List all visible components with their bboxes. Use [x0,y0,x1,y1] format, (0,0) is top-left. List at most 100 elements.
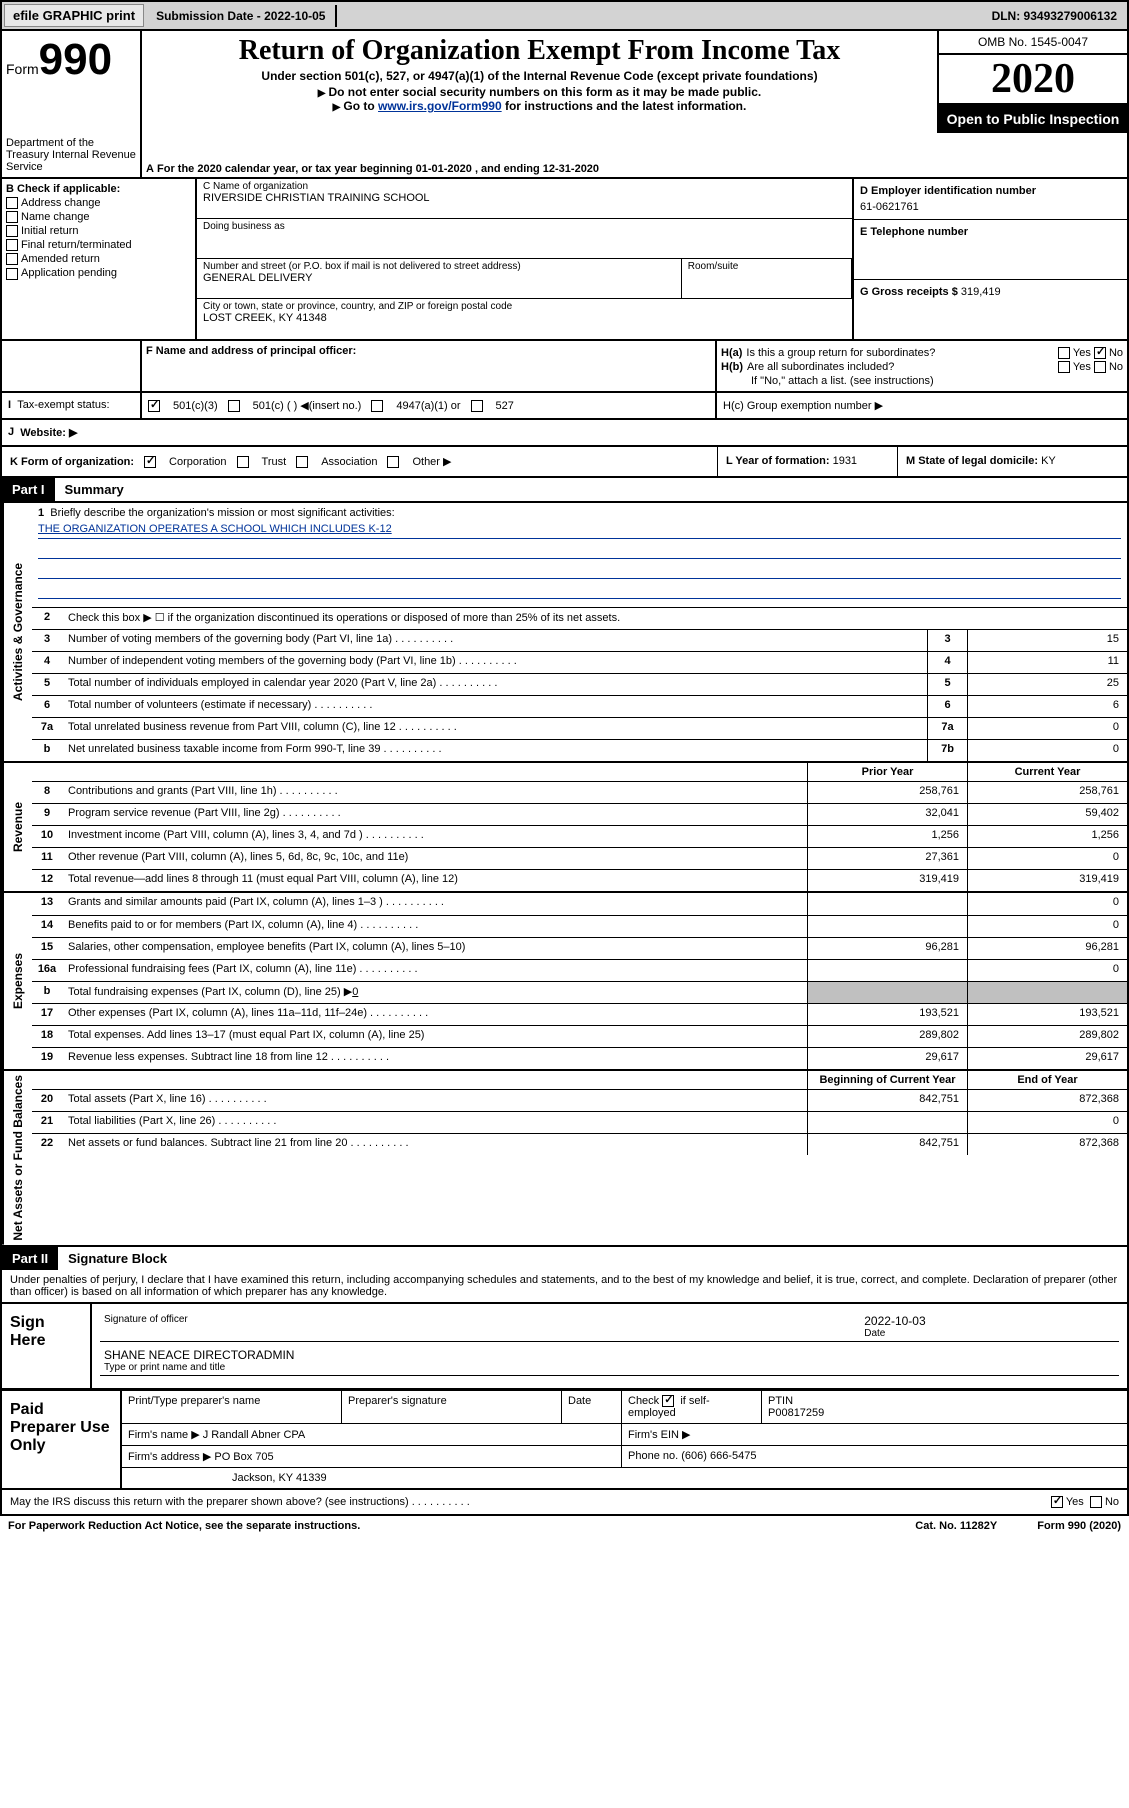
cb-assoc[interactable] [296,456,308,468]
l2-text: Check this box ▶ ☐ if the organization d… [62,608,1127,629]
cb-name-change[interactable]: Name change [6,211,191,223]
form-label: Form [6,61,39,77]
l14-text: Benefits paid to or for members (Part IX… [62,916,807,937]
mission-blank-2 [38,563,1121,579]
check-column: B Check if applicable: Address change Na… [2,179,197,339]
m-label: M State of legal domicile: [906,455,1038,467]
l9-text: Program service revenue (Part VIII, line… [62,804,807,825]
beg-year-hdr: Beginning of Current Year [807,1071,967,1089]
signature-block: Under penalties of perjury, I declare th… [0,1270,1129,1390]
ha-yes-cb[interactable] [1058,347,1070,359]
prep-c3: Date [562,1391,622,1423]
prior-year-hdr: Prior Year [807,763,967,781]
cb-501c3[interactable] [148,400,160,412]
cb-4947[interactable] [371,400,383,412]
l16b-curr [967,982,1127,1003]
form-footer: Form 990 (2020) [1037,1520,1121,1532]
l10-text: Investment income (Part VIII, column (A)… [62,826,807,847]
discuss-no-cb[interactable] [1090,1496,1102,1508]
cb-amended[interactable]: Amended return [6,253,191,265]
l16b-prior [807,982,967,1003]
l20-text: Total assets (Part X, line 16) [62,1090,807,1111]
hb-yes-cb[interactable] [1058,361,1070,373]
year-formation: 1931 [833,455,857,467]
cb-other[interactable] [387,456,399,468]
h-block: H(a)Is this a group return for subordina… [717,341,1127,391]
cb-initial-return[interactable]: Initial return [6,225,191,237]
discuss-row: May the IRS discuss this return with the… [0,1490,1129,1516]
preparer-label: Paid Preparer Use Only [2,1391,122,1488]
efile-button[interactable]: efile GRAPHIC print [4,4,144,27]
org-address: GENERAL DELIVERY [203,272,675,284]
cb-self-employed[interactable] [662,1395,674,1407]
firm-name: Firm's name ▶ J Randall Abner CPA [122,1424,622,1445]
f-label: F Name and address of principal officer: [146,345,356,357]
l12-curr: 319,419 [967,870,1127,891]
sig-officer-label: Signature of officer [104,1314,856,1325]
l12-prior: 319,419 [807,870,967,891]
dept-label: Department of the Treasury Internal Reve… [2,133,142,177]
discuss-yes-cb[interactable] [1051,1496,1063,1508]
cb-527[interactable] [471,400,483,412]
l5-val: 25 [967,674,1127,695]
l7a-val: 0 [967,718,1127,739]
l9-curr: 59,402 [967,804,1127,825]
cb-app-pending[interactable]: Application pending [6,267,191,279]
form-title: Return of Organization Exempt From Incom… [146,35,933,67]
revenue-block: Revenue Prior YearCurrent Year 8Contribu… [0,763,1129,893]
l6-text: Total number of volunteers (estimate if … [62,696,927,717]
l11-prior: 27,361 [807,848,967,869]
org-name: RIVERSIDE CHRISTIAN TRAINING SCHOOL [203,192,846,204]
firm-ein: Firm's EIN ▶ [622,1424,1127,1445]
g-label: G Gross receipts $ [860,286,958,298]
sign-here-label: Sign Here [2,1304,92,1388]
header-sub1: Under section 501(c), 527, or 4947(a)(1)… [146,69,933,83]
ein: 61-0621761 [860,201,1121,213]
l8-curr: 258,761 [967,782,1127,803]
main-info-block: B Check if applicable: Address change Na… [0,179,1129,341]
paperwork-notice: For Paperwork Reduction Act Notice, see … [8,1520,915,1532]
l20-beg: 842,751 [807,1090,967,1111]
l11-curr: 0 [967,848,1127,869]
part1-header: Part I Summary [0,478,1129,503]
right-info: D Employer identification number 61-0621… [852,179,1127,339]
prep-c2: Preparer's signature [342,1391,562,1423]
l6-val: 6 [967,696,1127,717]
l20-end: 872,368 [967,1090,1127,1111]
l3-text: Number of voting members of the governin… [62,630,927,651]
l16a-prior [807,960,967,981]
cb-address-change[interactable]: Address change [6,197,191,209]
dept-row: Department of the Treasury Internal Reve… [0,133,1129,179]
l14-prior [807,916,967,937]
top-bar: efile GRAPHIC print Submission Date - 20… [0,0,1129,31]
part2-title: Part II [2,1247,58,1270]
org-form-row: K Form of organization: Corporation Trus… [0,447,1129,478]
cb-final-return[interactable]: Final return/terminated [6,239,191,251]
l17-prior: 193,521 [807,1004,967,1025]
j-label: J [8,426,14,439]
hc-text: Group exemption number ▶ [747,400,883,412]
irs-link[interactable]: www.irs.gov/Form990 [378,99,502,113]
l15-curr: 96,281 [967,938,1127,959]
l3-val: 15 [967,630,1127,651]
mission-blank-1 [38,543,1121,559]
hb-no-cb[interactable] [1094,361,1106,373]
goto-suffix: for instructions and the latest informat… [502,99,747,113]
l22-end: 872,368 [967,1134,1127,1155]
footer: For Paperwork Reduction Act Notice, see … [0,1516,1129,1536]
cb-corp[interactable] [144,456,156,468]
cb-trust[interactable] [237,456,249,468]
l21-beg [807,1112,967,1133]
form-header: Form990 Return of Organization Exempt Fr… [0,31,1129,133]
inspection-badge: Open to Public Inspection [939,105,1127,133]
l22-text: Net assets or fund balances. Subtract li… [62,1134,807,1155]
firm-addr2: Jackson, KY 41339 [122,1468,1127,1488]
goto-prefix: Go to [343,99,378,113]
cb-501c[interactable] [228,400,240,412]
hc-label: H(c) [723,400,744,412]
ha-no-cb[interactable] [1094,347,1106,359]
curr-year-hdr: Current Year [967,763,1127,781]
l17-text: Other expenses (Part IX, column (A), lin… [62,1004,807,1025]
check-b-label: B Check if applicable: [6,183,191,195]
form-number: 990 [39,35,112,84]
